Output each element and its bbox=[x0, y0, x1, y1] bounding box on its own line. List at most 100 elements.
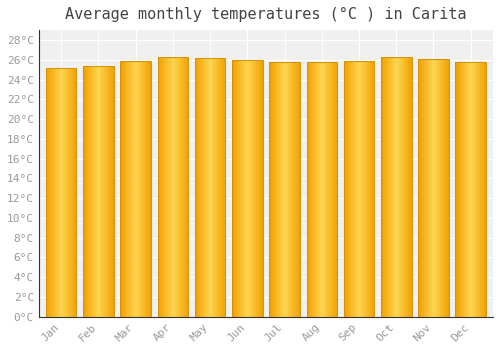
Bar bbox=[410, 57, 411, 317]
Bar bbox=[132, 61, 134, 317]
Bar bbox=[206, 58, 207, 317]
Bar bbox=[214, 58, 216, 317]
Bar bbox=[170, 57, 172, 317]
Bar bbox=[324, 62, 325, 317]
Bar bbox=[46, 68, 48, 317]
Bar bbox=[325, 62, 326, 317]
Bar bbox=[397, 57, 398, 317]
Bar bbox=[321, 62, 322, 317]
Bar bbox=[435, 59, 436, 317]
Bar bbox=[241, 60, 242, 317]
Bar bbox=[235, 60, 236, 317]
Bar bbox=[485, 62, 486, 317]
Bar bbox=[147, 61, 148, 317]
Bar bbox=[428, 59, 429, 317]
Bar bbox=[431, 59, 432, 317]
Bar bbox=[148, 61, 150, 317]
Bar bbox=[277, 62, 278, 317]
Bar bbox=[65, 68, 66, 317]
Bar bbox=[110, 66, 112, 317]
Bar bbox=[394, 57, 396, 317]
Bar bbox=[328, 62, 330, 317]
Bar bbox=[385, 57, 386, 317]
Bar bbox=[358, 61, 359, 317]
Bar bbox=[418, 59, 419, 317]
Bar bbox=[144, 61, 145, 317]
Bar bbox=[109, 66, 110, 317]
Bar bbox=[326, 62, 327, 317]
Bar bbox=[233, 60, 234, 317]
Bar bbox=[441, 59, 442, 317]
Bar bbox=[296, 62, 297, 317]
Bar bbox=[141, 61, 142, 317]
Bar bbox=[62, 68, 64, 317]
Bar bbox=[158, 57, 159, 317]
Bar bbox=[332, 62, 333, 317]
Bar bbox=[424, 59, 425, 317]
Bar bbox=[242, 60, 244, 317]
Bar bbox=[477, 62, 478, 317]
Bar bbox=[48, 68, 49, 317]
Bar bbox=[236, 60, 238, 317]
Bar bbox=[98, 66, 99, 317]
Bar bbox=[201, 58, 202, 317]
Bar bbox=[106, 66, 107, 317]
Bar bbox=[181, 57, 182, 317]
Bar bbox=[335, 62, 336, 317]
Bar bbox=[462, 62, 463, 317]
Bar bbox=[273, 62, 274, 317]
Bar bbox=[164, 57, 165, 317]
Bar bbox=[387, 57, 388, 317]
Bar bbox=[408, 57, 409, 317]
Bar bbox=[476, 62, 477, 317]
Bar bbox=[49, 68, 50, 317]
Bar bbox=[336, 62, 337, 317]
Bar bbox=[71, 68, 72, 317]
Bar bbox=[127, 61, 128, 317]
Bar bbox=[258, 60, 259, 317]
Bar bbox=[207, 58, 208, 317]
Bar bbox=[142, 61, 143, 317]
Bar bbox=[160, 57, 162, 317]
Bar bbox=[234, 60, 235, 317]
Bar bbox=[434, 59, 435, 317]
Bar bbox=[99, 66, 100, 317]
Bar bbox=[366, 61, 368, 317]
Bar bbox=[240, 60, 241, 317]
Bar bbox=[72, 68, 74, 317]
Bar bbox=[183, 57, 184, 317]
Bar bbox=[249, 60, 250, 317]
Bar bbox=[220, 58, 221, 317]
Bar bbox=[124, 61, 125, 317]
Bar bbox=[217, 58, 218, 317]
Bar bbox=[70, 68, 71, 317]
Bar bbox=[146, 61, 147, 317]
Bar bbox=[256, 60, 257, 317]
Bar bbox=[473, 62, 474, 317]
Bar bbox=[423, 59, 424, 317]
Bar bbox=[176, 57, 178, 317]
Bar bbox=[211, 58, 212, 317]
Bar bbox=[480, 62, 482, 317]
Bar bbox=[232, 60, 233, 317]
Bar bbox=[409, 57, 410, 317]
Bar bbox=[447, 59, 448, 317]
Bar bbox=[315, 62, 316, 317]
Bar bbox=[400, 57, 401, 317]
Bar bbox=[396, 57, 397, 317]
Bar bbox=[446, 59, 447, 317]
Bar bbox=[299, 62, 300, 317]
Bar bbox=[287, 62, 288, 317]
Bar bbox=[298, 62, 299, 317]
Bar bbox=[251, 60, 252, 317]
Bar bbox=[463, 62, 464, 317]
Bar bbox=[334, 62, 335, 317]
Bar bbox=[353, 61, 354, 317]
Bar bbox=[316, 62, 317, 317]
Bar bbox=[407, 57, 408, 317]
Bar bbox=[330, 62, 331, 317]
Bar bbox=[360, 61, 362, 317]
Bar bbox=[88, 66, 89, 317]
Bar bbox=[364, 61, 365, 317]
Bar bbox=[93, 66, 94, 317]
